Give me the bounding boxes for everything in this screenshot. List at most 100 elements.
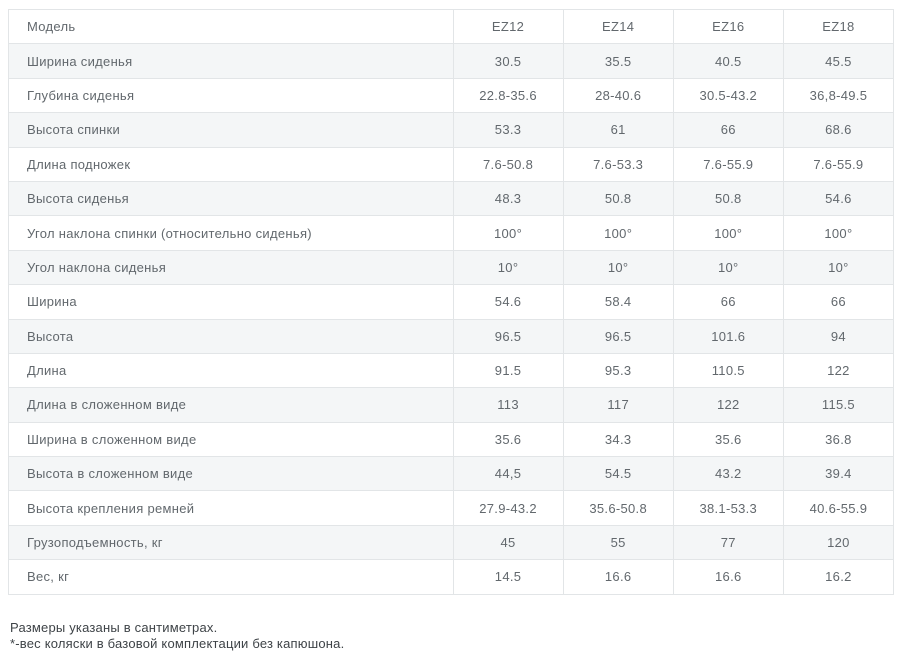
row-value-cell: 22.8-35.6 <box>452 77 564 114</box>
row-value-cell: 30.5-43.2 <box>672 77 784 114</box>
row-value-cell: 66 <box>672 112 784 148</box>
row-value-cell: 50.8 <box>672 180 784 217</box>
row-value-cell: 27.9-43.2 <box>452 490 564 526</box>
row-label-cell: Ширина сиденья <box>8 43 454 79</box>
row-value-cell: 44,5 <box>452 456 564 492</box>
row-label-cell: Вес, кг <box>8 559 454 595</box>
row-value-cell: 10° <box>672 249 784 286</box>
row-value-cell: 115.5 <box>782 387 895 423</box>
row-value-cell: 91.5 <box>452 352 564 389</box>
row-value-cell: 110.5 <box>672 352 784 389</box>
table-row: Высота спинки 53.3 61 66 68.6 <box>8 112 895 148</box>
row-value-cell: 45 <box>452 524 564 561</box>
row-label-cell: Длина <box>8 352 454 389</box>
row-value-cell: 7.6-55.9 <box>782 146 895 182</box>
row-value-cell: 16.6 <box>672 559 784 595</box>
row-value-cell: 39.4 <box>782 456 895 492</box>
row-value-cell: 54.5 <box>562 456 674 492</box>
row-value-cell: 100° <box>562 215 674 251</box>
table-row: Ширина в сложенном виде 35.6 34.3 35.6 36.8 <box>8 421 895 458</box>
footnote-weight: *-вес коляски в базовой комплектации без… <box>10 635 345 651</box>
table-row: Грузоподъемность, кг 45 55 77 120 <box>8 524 895 561</box>
row-value-cell: 77 <box>672 524 784 561</box>
row-label-cell: Высота сиденья <box>8 180 454 217</box>
table-row: Высота крепления ремней 27.9-43.2 35.6-50.… <box>8 490 895 526</box>
row-value-cell: 61 <box>562 112 674 148</box>
table-row: Высота сиденья 48.3 50.8 50.8 54.6 <box>8 180 895 217</box>
row-value-cell: 16.2 <box>782 559 895 595</box>
row-value-cell: 54.6 <box>452 284 564 320</box>
row-label-cell: Угол наклона сиденья <box>8 249 454 286</box>
row-value-cell: 30.5 <box>452 43 564 79</box>
row-value-cell: 28-40.6 <box>562 77 674 114</box>
table-row: Высота 96.5 96.5 101.6 94 <box>8 318 895 354</box>
row-value-cell: 50.8 <box>562 180 674 217</box>
row-label-cell: Длина подножек <box>8 146 454 182</box>
row-label-cell: Высота спинки <box>8 112 454 148</box>
table-row: Длина в сложенном виде 113 117 122 115.5 <box>8 387 895 423</box>
row-value-cell: 113 <box>452 387 564 423</box>
table-row: Высота в сложенном виде 44,5 54.5 43.2 39.4 <box>8 456 895 492</box>
row-value-cell: 100° <box>452 215 564 251</box>
row-value-cell: 36.8 <box>782 421 895 458</box>
table-row: Ширина сиденья 30.5 35.5 40.5 45.5 <box>8 43 895 79</box>
row-value-cell: 96.5 <box>562 318 674 354</box>
row-value-cell: 100° <box>782 215 895 251</box>
row-value-cell: 7.6-50.8 <box>452 146 564 182</box>
table-row: Угол наклона спинки (относительно сидень… <box>8 215 895 251</box>
row-value-cell: 40.6-55.9 <box>782 490 895 526</box>
row-value-cell: 100° <box>672 215 784 251</box>
row-value-cell: 68.6 <box>782 112 895 148</box>
spec-table: Модель EZ12 EZ14 EZ16 EZ18 Ширина сидень… <box>8 8 895 595</box>
row-value-cell: 16.6 <box>562 559 674 595</box>
row-label-cell: Высота в сложенном виде <box>8 456 454 492</box>
row-value-cell: 122 <box>672 387 784 423</box>
table-row: Глубина сиденья 22.8-35.6 28-40.6 30.5-43.2… <box>8 77 895 114</box>
row-value-cell: 66 <box>672 284 784 320</box>
row-label-cell: Грузоподъемность, кг <box>8 524 454 561</box>
row-label-cell: Ширина <box>8 284 454 320</box>
row-label-cell: Глубина сиденья <box>8 77 454 114</box>
table-row: Вес, кг 14.5 16.6 16.6 16.2 <box>8 559 895 595</box>
row-value-cell: 34.3 <box>562 421 674 458</box>
row-value-cell: 10° <box>452 249 564 286</box>
row-value-cell: 55 <box>562 524 674 561</box>
row-value-cell: 10° <box>562 249 674 286</box>
table-row: Угол наклона сиденья 10° 10° 10° 10° <box>8 249 895 286</box>
row-value-cell: 48.3 <box>452 180 564 217</box>
row-value-cell: 58.4 <box>562 284 674 320</box>
footnotes: Размеры указаны в сантиметрах. *-вес кол… <box>10 620 344 651</box>
row-value-cell: 53.3 <box>452 112 564 148</box>
row-value-cell: 120 <box>782 524 895 561</box>
header-label-cell: Модель <box>8 8 454 45</box>
row-value-cell: 66 <box>782 284 895 320</box>
row-value-cell: 35.6-50.8 <box>562 490 674 526</box>
row-label-cell: Длина в сложенном виде <box>8 387 454 423</box>
row-value-cell: 101.6 <box>672 318 784 354</box>
row-value-cell: 35.6 <box>672 421 784 458</box>
row-value-cell: 38.1-53.3 <box>672 490 784 526</box>
row-value-cell: 36,8-49.5 <box>782 77 895 114</box>
footnote-units: Размеры указаны в сантиметрах. <box>10 620 218 635</box>
header-model-cell: EZ14 <box>562 8 674 45</box>
table-row: Длина 91.5 95.3 110.5 122 <box>8 352 895 389</box>
table-row: Ширина 54.6 58.4 66 66 <box>8 284 895 320</box>
row-value-cell: 95.3 <box>562 352 674 389</box>
row-value-cell: 7.6-55.9 <box>672 146 784 182</box>
row-value-cell: 14.5 <box>452 559 564 595</box>
row-value-cell: 35.6 <box>452 421 564 458</box>
table-header-row: Модель EZ12 EZ14 EZ16 EZ18 <box>8 8 895 45</box>
row-label-cell: Угол наклона спинки (относительно сидень… <box>8 215 454 251</box>
row-value-cell: 122 <box>782 352 895 389</box>
row-value-cell: 35.5 <box>562 43 674 79</box>
header-model-cell: EZ12 <box>452 8 564 45</box>
header-model-cell: EZ16 <box>672 8 784 45</box>
row-label-cell: Ширина в сложенном виде <box>8 421 454 458</box>
header-model-cell: EZ18 <box>782 8 895 45</box>
table-row: Длина подножек 7.6-50.8 7.6-53.3 7.6-55.9 7.… <box>8 146 895 182</box>
row-value-cell: 43.2 <box>672 456 784 492</box>
row-value-cell: 94 <box>782 318 895 354</box>
row-value-cell: 45.5 <box>782 43 895 79</box>
row-value-cell: 54.6 <box>782 180 895 217</box>
row-value-cell: 117 <box>562 387 674 423</box>
